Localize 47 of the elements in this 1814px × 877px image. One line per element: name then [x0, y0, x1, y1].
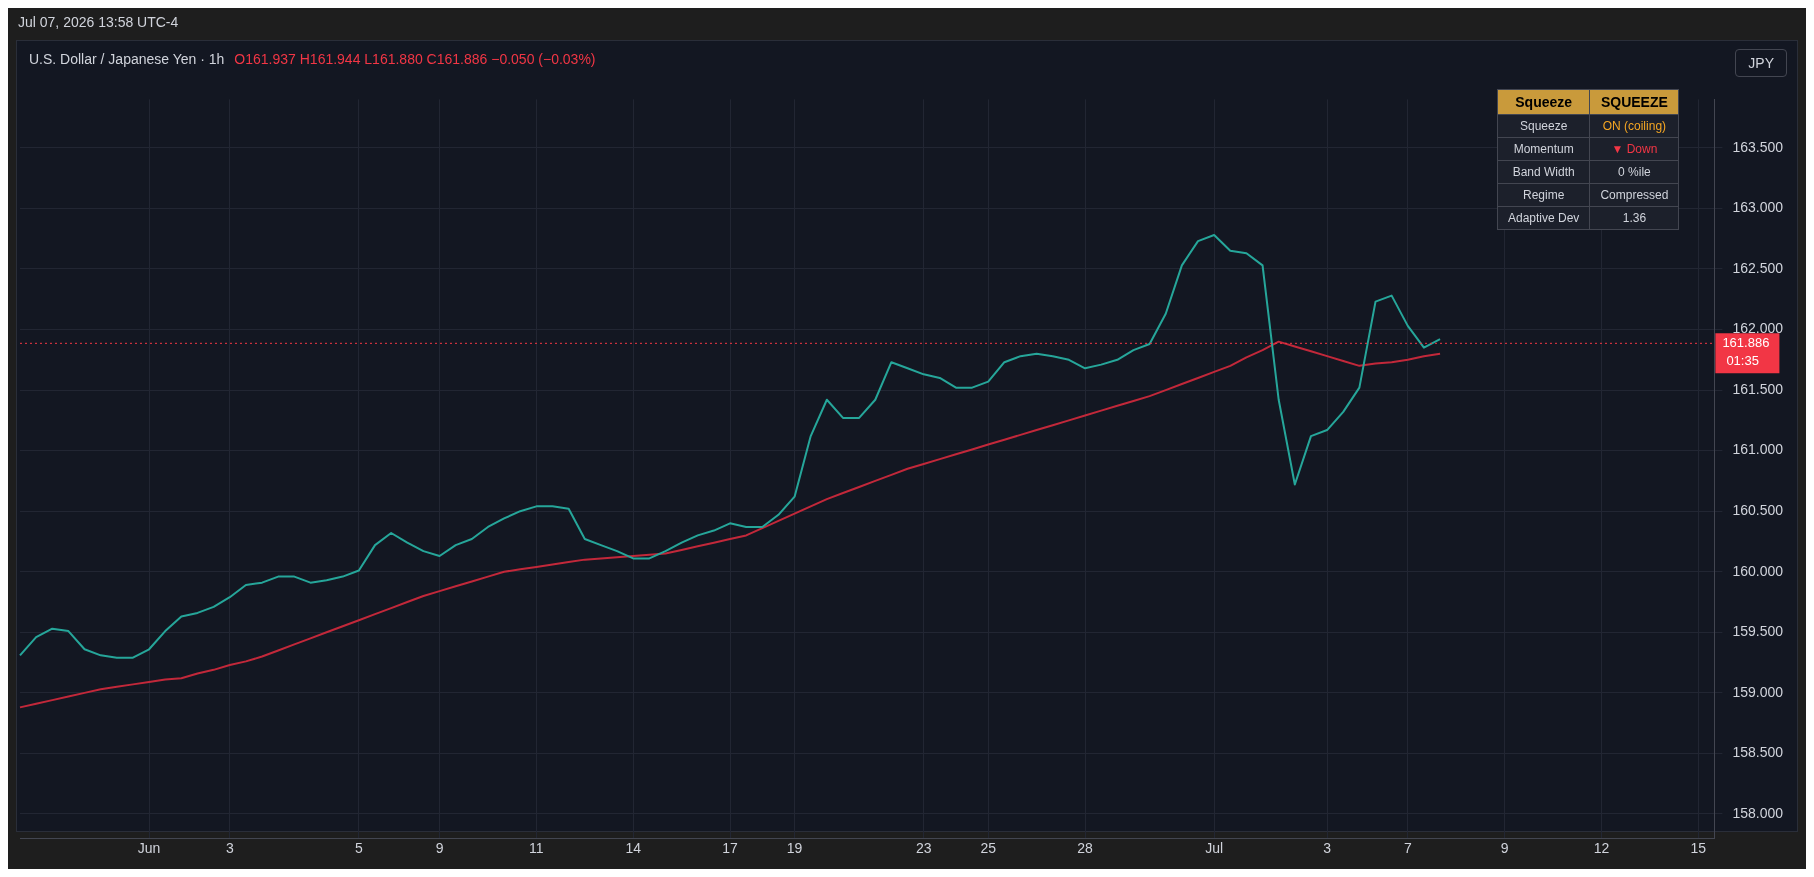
annotation: Regime — [1497, 183, 1590, 207]
y-tick-label: 161.000 — [1732, 441, 1784, 458]
x-tick-label: 5 — [354, 840, 363, 857]
x-tick-label: 9 — [1500, 840, 1509, 857]
y-tick-label: 163.500 — [1732, 138, 1784, 155]
annotation: Squeeze — [1497, 114, 1590, 138]
x-tick-label: Jun — [137, 840, 161, 857]
chart-title: U.S. Dollar / Japanese Yen · 1h — [29, 51, 225, 67]
x-tick-label: 28 — [1077, 840, 1094, 857]
y-tick-label: 161.500 — [1732, 380, 1784, 397]
x-tick-label: 15 — [1690, 840, 1707, 857]
y-tick-label: 158.500 — [1732, 744, 1784, 761]
annotation: 0 %ile — [1589, 160, 1679, 184]
x-tick-label: 17 — [722, 840, 739, 857]
x-tick-label: 9 — [435, 840, 444, 857]
text: Jul 07, 2026 13:58 UTC-4 — [17, 13, 180, 32]
x-tick-label: 11 — [529, 840, 544, 857]
annotation: Compressed — [1589, 183, 1679, 207]
y-tick-label: 160.500 — [1732, 502, 1784, 519]
x-tick-label: 14 — [625, 840, 642, 857]
annotation: ON (coiling) — [1589, 114, 1679, 138]
annotation: Momentum — [1497, 137, 1590, 161]
x-tick-label: 3 — [225, 840, 234, 857]
y-tick-label: 159.500 — [1732, 623, 1784, 640]
x-tick-label: 25 — [980, 840, 997, 857]
x-tick-label: 7 — [1403, 840, 1412, 857]
x-tick-label: 12 — [1593, 840, 1610, 857]
annotation: Adaptive Dev — [1497, 206, 1590, 230]
annotation: Band Width — [1497, 160, 1590, 184]
x-tick-label: 19 — [786, 840, 803, 857]
ref-line-label: 161.886 — [1722, 334, 1770, 350]
annotation: 1.36 — [1589, 206, 1679, 230]
text: O161.937 H161.944 L161.880 C161.886 −0.050 (−0.03%) — [234, 51, 596, 67]
x-tick-label: 3 — [1323, 840, 1332, 857]
x-tick-label: Jul — [1205, 840, 1224, 857]
y-tick-label: 162.000 — [1732, 320, 1784, 337]
text: 01:35 — [1726, 352, 1759, 368]
y-tick-label: 160.000 — [1732, 562, 1784, 579]
y-tick-label: 159.000 — [1732, 683, 1784, 700]
annotation: ▼ Down — [1589, 137, 1679, 161]
y-tick-label: 158.000 — [1732, 804, 1784, 821]
annotation: SQUEEZE — [1589, 89, 1679, 115]
x-tick-label: 23 — [915, 840, 932, 857]
annotation: Squeeze — [1497, 89, 1590, 115]
y-axis-title: JPY — [1735, 49, 1787, 77]
y-tick-label: 162.500 — [1732, 259, 1784, 276]
y-tick-label: 163.000 — [1732, 199, 1784, 216]
